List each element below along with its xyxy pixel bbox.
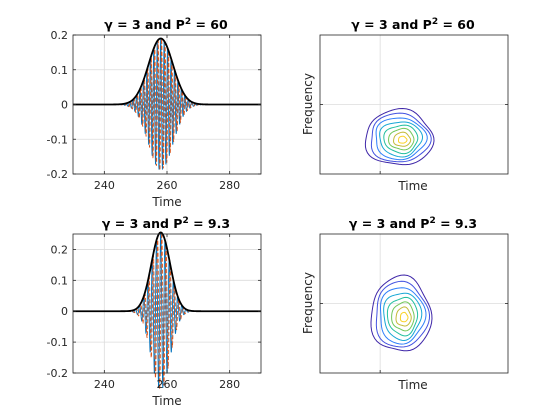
x-tick-label: 240	[94, 378, 115, 391]
panel-4-ylabel: Frequency	[301, 272, 315, 334]
contour-level	[391, 301, 415, 332]
y-tick-label: -0.2	[47, 168, 68, 181]
contour-level	[388, 127, 415, 151]
y-tick-label: -0.2	[47, 367, 68, 380]
panel-4-title: γ = 3 and P2 = 9.3	[349, 216, 477, 231]
panel-bottom-right: γ = 3 and P2 = 9.3 Time Frequency	[301, 216, 509, 392]
contour-level	[383, 292, 423, 341]
contour-level	[364, 107, 435, 166]
panel-3-ticks: 240 260 280 -0.2 -0.1 0 0.1 0.2	[47, 234, 261, 391]
contour-level	[370, 274, 433, 352]
panel-2-title: γ = 3 and P2 = 60	[351, 17, 475, 32]
contour-level	[386, 296, 419, 337]
panel-2-grid	[320, 35, 508, 174]
panel-1-xlabel: Time	[151, 195, 181, 209]
y-tick-label: 0.2	[51, 243, 69, 256]
panel-3-grid	[73, 234, 261, 374]
contour-level	[393, 131, 412, 147]
contour-level	[397, 135, 408, 144]
panel-2-ylabel: Frequency	[301, 73, 315, 135]
x-tick-label: 280	[219, 179, 240, 192]
panel-1-series	[73, 37, 261, 171]
panel-2-xlabel: Time	[397, 179, 427, 193]
y-tick-label: -0.1	[47, 336, 68, 349]
panel-3-title: γ = 3 and P2 = 9.3	[102, 216, 230, 231]
x-tick-label: 280	[219, 378, 240, 391]
panel-top-right: γ = 3 and P2 = 60 Time Frequency	[301, 17, 509, 193]
panel-4-xlabel: Time	[397, 378, 427, 392]
panel-4-contours	[370, 274, 433, 352]
panel-bottom-left: γ = 3 and P2 = 9.3 240 260 280 -0.2 -0.1 0 0.1…	[47, 216, 262, 408]
panel-2-contours	[364, 107, 435, 166]
contour-level	[375, 117, 428, 161]
panel-3-series	[73, 231, 261, 390]
contour-level	[370, 112, 432, 163]
y-tick-label: 0	[61, 99, 68, 112]
y-tick-label: 0	[61, 305, 68, 318]
x-tick-label: 240	[94, 179, 115, 192]
panel-4-axes-box	[319, 233, 509, 374]
panel-1-title: γ = 3 and P2 = 60	[104, 17, 228, 32]
panel-2-axes-box	[319, 34, 509, 175]
panel-top-left: γ = 3 and P2 = 60 240 260 280 -0.2 -0.1 0 0.1 0…	[47, 17, 262, 209]
contour-level	[399, 311, 409, 323]
envelope-line	[73, 231, 261, 313]
contour-level	[379, 121, 424, 158]
panel-3-xlabel: Time	[151, 394, 181, 408]
y-tick-label: -0.1	[47, 133, 68, 146]
contour-level	[375, 280, 431, 348]
y-tick-label: 0.1	[51, 274, 69, 287]
y-tick-label: 0.2	[51, 29, 69, 42]
contour-level	[379, 287, 427, 345]
contour-level	[383, 124, 419, 155]
contour-level	[395, 306, 412, 327]
panel-1-ticks: 240 260 280 -0.2 -0.1 0 0.1 0.2	[47, 29, 261, 192]
envelope-line	[73, 37, 261, 106]
x-tick-label: 260	[157, 378, 178, 391]
x-tick-label: 260	[157, 179, 178, 192]
y-tick-label: 0.1	[51, 64, 69, 77]
